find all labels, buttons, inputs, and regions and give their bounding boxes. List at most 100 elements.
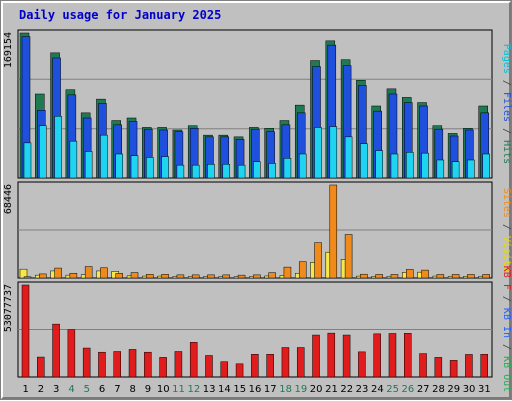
bar-pages-day-25 [390,153,399,179]
bar-kbf-day-5 [82,347,91,378]
legend-bottom-part: / [501,290,512,308]
bar-pages-day-5 [84,151,93,179]
bar-sites-day-2 [39,273,47,279]
x-tick-label-day-7: 7 [114,384,120,395]
bar-kbf-day-2 [37,356,45,378]
bar-pages-day-7 [115,153,123,179]
bar-sites-day-16 [253,274,261,279]
x-tick-label-day-26: 26 [402,384,415,395]
x-tick-label-day-15: 15 [233,384,246,395]
bar-sites-day-3 [54,267,62,279]
x-tick-label-day-14: 14 [218,384,231,395]
bar-pages-day-3 [54,116,62,179]
bar-pages-day-9 [146,157,154,179]
bar-kbf-day-12 [189,342,198,378]
x-tick-label-day-5: 5 [84,384,90,395]
y-max-label: 68446 [3,184,14,214]
bar-kbf-day-10 [159,357,167,378]
bar-kbf-day-1 [21,284,30,378]
bar-kbf-day-11 [174,351,183,378]
bar-pages-day-20 [314,127,322,179]
legend-top-part: / [501,122,512,140]
y-max-label: 53077737 [3,284,14,332]
x-tick-label-day-28: 28 [432,384,445,395]
bar-sites-day-8 [130,272,139,279]
legend-middle-part: / [501,218,512,236]
x-tick-label-day-31: 31 [478,384,491,395]
bar-visits-day-1 [19,268,28,279]
bar-pages-day-21 [329,126,338,179]
bar-pages-day-29 [451,161,460,179]
bar-pages-day-23 [360,143,368,179]
bar-kbf-day-15 [235,363,244,378]
bar-sites-day-22 [344,234,353,279]
bar-kbf-day-25 [388,333,397,378]
bar-kbf-day-17 [266,354,274,378]
bar-pages-day-1 [23,142,32,179]
y-max-label: 169154 [3,32,14,68]
legend-bottom: KB F / KB In / KB Out [501,266,512,392]
bar-sites-day-5 [84,266,93,279]
bar-sites-day-7 [115,273,123,279]
bar-sites-day-15 [237,274,246,279]
x-tick-label-day-23: 23 [356,384,369,395]
bar-pages-day-4 [69,140,78,179]
x-tick-label-day-29: 29 [447,384,460,395]
bar-kbf-day-22 [342,334,351,378]
x-tick-label-day-13: 13 [203,384,216,395]
bar-pages-day-18 [283,158,292,179]
x-tick-label-day-11: 11 [172,384,185,395]
x-tick-label-day-25: 25 [386,384,399,395]
legend-middle-part: Sites [501,188,512,218]
bar-sites-day-23 [360,273,368,279]
x-tick-label-day-21: 21 [325,384,338,395]
legend-top-part: Files [501,92,512,122]
x-tick-label-day-4: 4 [68,384,74,395]
x-axis-labels: 1 2 3 4 5 6 7 8 9 10 11 12 13 14 15 16 17 18 19 20 21 22 23 24 2… [22,384,490,395]
bar-sites-day-26 [406,269,414,279]
x-tick-label-day-12: 12 [187,384,200,395]
bar-pages-day-27 [421,152,429,179]
panel-hits-files-pages: 169154 [3,29,493,179]
bar-kbf-day-28 [434,357,443,378]
bar-kbf-day-27 [419,353,427,378]
bar-pages-day-2 [39,125,47,179]
legend-bottom-part: KB Out [501,356,512,392]
x-tick-label-day-8: 8 [129,384,135,395]
x-tick-label-day-1: 1 [22,384,28,395]
x-tick-label-day-27: 27 [417,384,430,395]
bar-pages-day-30 [467,159,475,179]
bar-kbf-day-29 [449,360,458,378]
bar-sites-day-21 [329,184,338,279]
bar-kbf-day-13 [205,355,213,378]
bar-sites-day-12 [191,274,200,279]
bar-sites-day-9 [146,274,154,279]
legend-bottom-part: KB In [501,308,512,338]
bar-kbf-day-16 [251,354,259,378]
bar-sites-day-17 [268,272,276,279]
legend-top-part: / [501,74,512,92]
bar-kbf-day-8 [128,349,137,378]
panel-visits-sites: 68446 [3,181,493,279]
bar-sites-day-18 [283,266,292,279]
bar-sites-day-13 [207,274,215,279]
bar-kbf-day-18 [281,347,290,378]
bar-pages-day-10 [161,156,169,179]
legend-top-part: Hits [501,140,512,164]
bar-kbf-day-4 [67,329,76,378]
bar-pages-day-11 [176,164,185,179]
bar-sites-day-31 [482,274,490,279]
bar-pages-day-8 [130,155,139,179]
bar-sites-day-19 [298,261,307,279]
bar-pages-day-12 [191,164,200,179]
x-tick-label-day-3: 3 [53,384,59,395]
bar-kbf-day-23 [358,351,366,378]
bar-kbf-day-30 [465,354,473,378]
bar-pages-day-26 [406,152,414,179]
bar-pages-day-15 [237,164,246,179]
x-tick-label-day-16: 16 [249,384,262,395]
bar-sites-day-4 [69,272,78,279]
bar-kbf-day-3 [52,323,60,378]
